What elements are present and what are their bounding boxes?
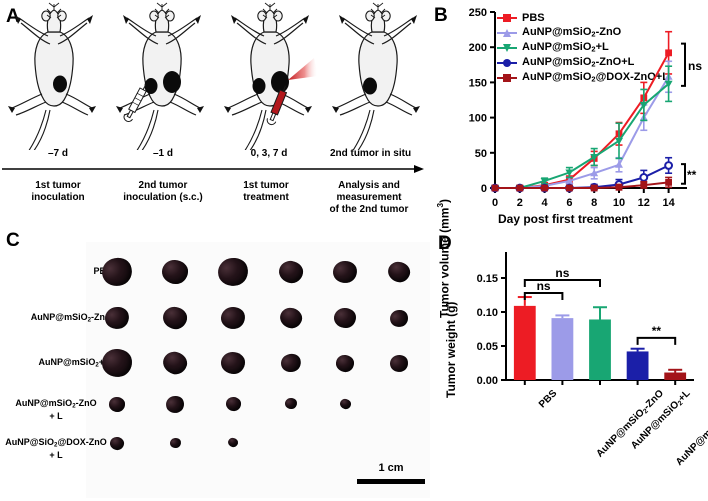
timeline-caption-3-line1: 1st tumor (243, 180, 289, 191)
panel-b-ytick-50: 50 (475, 148, 487, 160)
panel-b-significance-stars: ** (681, 163, 697, 185)
svg-text:ns: ns (537, 279, 551, 293)
timeline-arrow (2, 165, 424, 173)
panel-b-series-0 (491, 30, 673, 192)
timeline-caption-4-line2: of the 2nd tumor (329, 204, 409, 215)
panel-b-xtick-4: 4 (542, 197, 549, 209)
legend-marker-triangle-down-icon (503, 43, 511, 52)
panel-d-bar (551, 318, 574, 380)
panel-d-significance-ns-1: ns (523, 279, 564, 300)
timeline-caption-2-line1: 2nd tumor (138, 180, 188, 191)
panel-d-bar (626, 351, 649, 380)
panel-b-xtick-10: 10 (613, 197, 625, 209)
panel-d-significance-stars: ** (636, 324, 677, 345)
svg-text:**: ** (652, 324, 662, 338)
syringe-icon-3 (266, 85, 288, 126)
panel-d-category-label-1: AuNP@mSiO2-ZnO (594, 388, 667, 460)
panel-c-row-label-2: AuNP@mSiO2+ L (38, 357, 112, 369)
panel-b-x-axis-title: Day post first treatment (498, 212, 633, 226)
panel-b-plot: 0 50 100 150 200 250 0 2 4 6 8 10 12 14 ns ** (469, 8, 703, 209)
panel-b-significance-ns: ns (681, 42, 702, 87)
panel-d-y-axis-title: Tumor weight (g) (444, 301, 458, 398)
panel-d-ytick-1: 0.05 (477, 341, 498, 353)
panel-b-xtick-2: 2 (517, 197, 523, 209)
panel-b-xtick-8: 8 (591, 197, 597, 209)
panel-d-significance-ns-2: ns (523, 266, 601, 288)
panel-c-photo-background (86, 242, 430, 498)
legend-item-1: AuNP@mSiO2-ZnO (497, 25, 669, 40)
panel-b-series-1 (491, 60, 673, 191)
legend-item-0: PBS (497, 10, 669, 25)
scale-bar (357, 479, 425, 484)
panel-b-ytick-150: 150 (469, 77, 487, 89)
panel-c-row-label-0: PBS (93, 266, 112, 276)
timeline-day-2: –1 d (152, 148, 173, 159)
panel-b-xtick-14: 14 (662, 197, 675, 209)
panel-d-ytick-3: 0.15 (477, 273, 498, 285)
legend-label-0: PBS (522, 11, 545, 24)
laser-beam-icon (288, 58, 318, 80)
mouse-schematic-3 (223, 2, 318, 150)
legend-item-3: AuNP@mSiO2-ZnO+L (497, 55, 669, 70)
timeline-caption-4-line1: Analysis and measurement (336, 180, 402, 203)
panel-c-row-label-1: AuNP@mSiO2-ZnO (30, 312, 112, 324)
panel-b-ytick-100: 100 (469, 113, 487, 125)
panel-d-ytick-0: 0.00 (477, 375, 498, 387)
panel-c-row-label-4: AuNP@SiO2@DOX-ZnO + L (5, 437, 107, 461)
panel-label-c: C (6, 230, 20, 251)
panel-b-series-2 (491, 65, 673, 192)
legend-swatch-2 (497, 43, 517, 52)
syringe-icon-2 (123, 84, 147, 122)
legend-marker-square-icon (503, 73, 511, 82)
legend-marker-circle-icon (503, 58, 511, 67)
panel-d-bar (589, 319, 611, 380)
timeline-day-4: 2nd tumor in situ (329, 148, 412, 159)
panel-c-row-label-3: AuNP@mSiO2-ZnO + L (15, 398, 97, 422)
timeline-day-1: –7 d (47, 148, 68, 159)
panel-b-ytick-250: 250 (469, 8, 487, 19)
mouse-schematic-4 (331, 2, 421, 150)
panel-b-ytick-0: 0 (481, 183, 487, 195)
panel-d-bar (664, 372, 687, 380)
panel-b-series-4 (491, 176, 673, 192)
svg-text:**: ** (687, 168, 697, 182)
scale-bar-label: 1 cm (378, 462, 404, 474)
panel-b-xtick-6: 6 (566, 197, 572, 209)
legend-item-2: AuNP@mSiO2+L (497, 40, 669, 55)
timeline-day-3: 0, 3, 7 d (250, 148, 288, 159)
legend-label-4: AuNP@mSiO2@DOX-ZnO+L (522, 71, 669, 84)
panel-b-xtick-0: 0 (492, 197, 498, 209)
legend-marker-square-icon (503, 13, 511, 22)
panel-d-bar (513, 305, 536, 380)
legend-label-2: AuNP@mSiO2+L (522, 41, 609, 54)
panel-label-b: B (434, 5, 448, 26)
legend-swatch-1 (497, 28, 517, 37)
panel-d-ytick-2: 0.10 (477, 307, 498, 319)
panel-d-category-label-3: AuNP@mSiO2-ZnO+L (673, 415, 708, 469)
panel-b-ytick-200: 200 (469, 42, 487, 54)
legend-marker-triangle-icon (503, 28, 511, 37)
panel-b-xtick-12: 12 (638, 197, 650, 209)
panel-a-mouse-schematics (7, 2, 421, 150)
panel-label-d: D (438, 233, 452, 254)
panel-label-a: A (6, 6, 20, 27)
mouse-schematic-2 (115, 2, 205, 150)
mouse-schematic-1 (7, 2, 97, 150)
timeline-caption-1-line2: inoculation (31, 192, 85, 203)
legend-swatch-4 (497, 73, 517, 82)
legend-item-4: AuNP@mSiO2@DOX-ZnO+L (497, 70, 669, 85)
legend-label-3: AuNP@mSiO2-ZnO+L (522, 56, 635, 69)
svg-text:ns: ns (555, 266, 569, 280)
timeline-caption-2-line2: inoculation (s.c.) (123, 192, 203, 203)
legend-label-1: AuNP@mSiO2-ZnO (522, 26, 622, 39)
panel-b-legend: PBS AuNP@mSiO2-ZnO AuNP@mSiO2+L AuNP@mSiO2-… (497, 10, 669, 85)
legend-swatch-3 (497, 58, 517, 67)
timeline-caption-1-line1: 1st tumor (35, 180, 81, 191)
legend-swatch-0 (497, 13, 517, 22)
timeline-caption-3-line2: treatment (243, 192, 289, 203)
svg-text:ns: ns (688, 59, 702, 73)
panel-d-category-label-2: AuNP@mSiO2+L (629, 388, 693, 452)
